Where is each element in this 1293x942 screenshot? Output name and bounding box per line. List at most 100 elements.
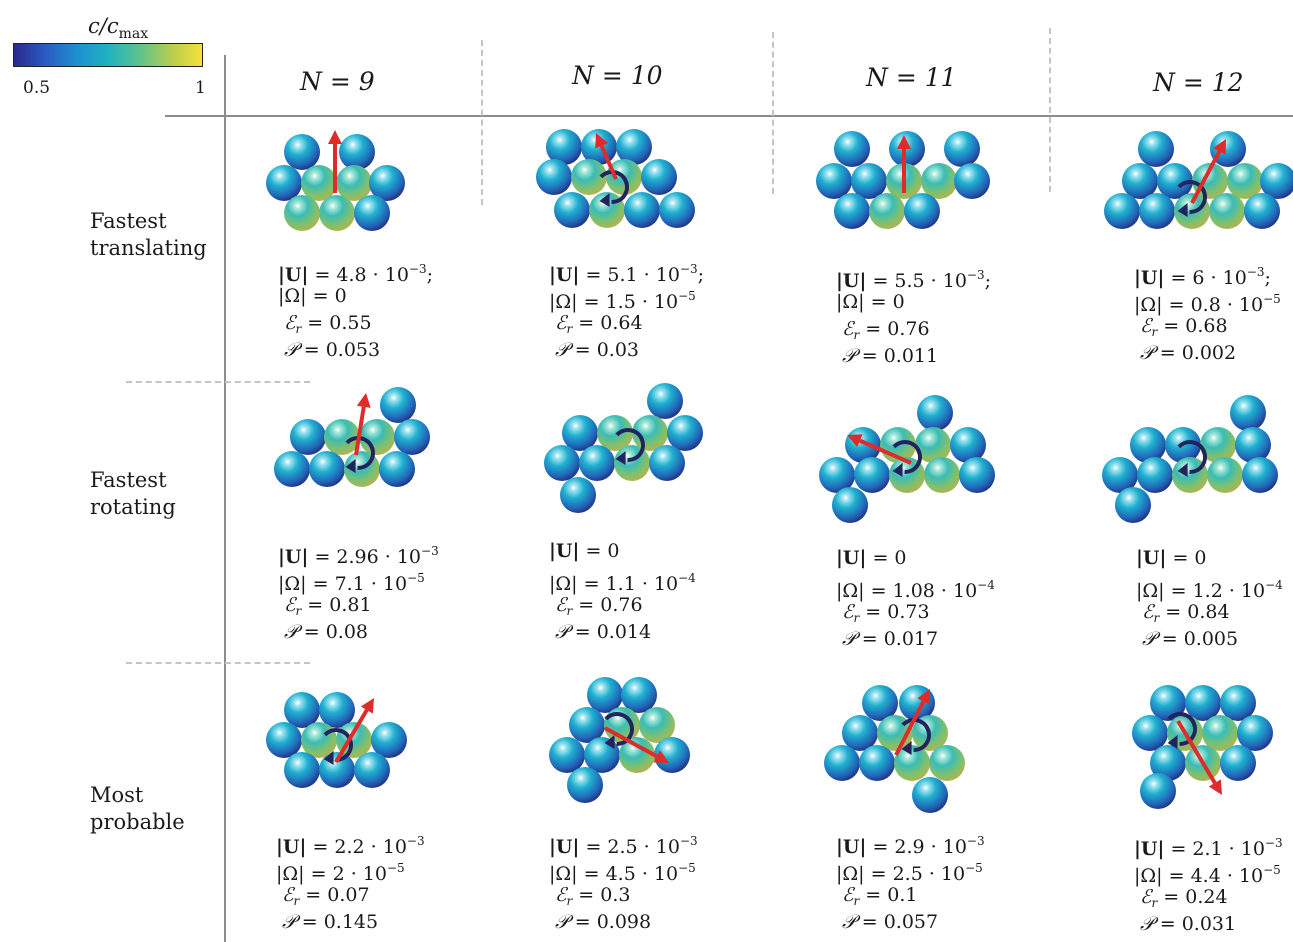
column-header-n9: N = 9: [300, 67, 375, 96]
particle-sphere: [1185, 685, 1221, 721]
particle-sphere: [954, 163, 990, 199]
efficiency-symbol: ℰ: [555, 594, 567, 616]
column-divider-3: [1049, 28, 1051, 192]
translation-arrow-icon: [334, 698, 374, 764]
velocity-symbol: |U|: [1136, 547, 1167, 569]
stats-block: |U| = 2.5 · 10−3 |Ω| = 4.5 · 10−5 ℰr = 0.3…: [549, 828, 698, 936]
particle-sphere: [371, 722, 407, 758]
rotation-arrow-icon: [1167, 712, 1197, 749]
rotation-arrow-icon: [615, 428, 645, 465]
probability-value: 0.017: [883, 628, 939, 650]
particle-sphere: [1115, 487, 1151, 523]
efficiency-subscript: r: [566, 604, 573, 618]
particle-sphere: [266, 165, 302, 201]
column-header-n10: N = 10: [572, 61, 663, 90]
probability-line: 𝒫 = 0.057: [842, 911, 939, 933]
particle-sphere: [544, 445, 580, 481]
efficiency-subscript: r: [853, 328, 860, 342]
velocity-value: 0: [894, 547, 907, 569]
velocity-line: |U| = 2.96 · 10−3: [278, 544, 439, 568]
efficiency-symbol: ℰ: [284, 594, 296, 616]
particle-sphere: [621, 677, 657, 713]
stats-block: |U| = 2.96 · 10−3 |Ω| = 7.1 · 10−5 ℰr = 0.…: [278, 538, 439, 646]
probability-symbol: 𝒫: [842, 911, 856, 933]
velocity-symbol: |U|: [1134, 838, 1165, 860]
probability-line: 𝒫 = 0.053: [284, 339, 381, 361]
rotation-arrow-icon: [892, 440, 922, 477]
efficiency-line: ℰr = 0.07: [282, 884, 370, 908]
rotation-exponent: −4: [1265, 578, 1283, 592]
particle-sphere: [1220, 745, 1256, 781]
translation-arrow-icon: [847, 434, 912, 465]
efficiency-line: ℰr = 0.24: [1140, 886, 1228, 910]
rotation-exponent: −5: [678, 861, 696, 875]
velocity-value: 0: [1194, 547, 1207, 569]
velocity-line: |U| = 0: [549, 540, 620, 562]
rotation-exponent: −4: [678, 571, 696, 585]
velocity-exponent: −3: [406, 834, 425, 848]
velocity-exponent: −3: [1246, 265, 1265, 279]
probability-symbol: 𝒫: [555, 911, 569, 933]
translation-arrow-icon: [894, 689, 930, 756]
efficiency-value: 0.64: [600, 312, 643, 334]
particle-sphere: [1140, 773, 1176, 809]
particle-sphere: [834, 131, 870, 167]
particle-sphere: [824, 745, 860, 781]
particle-sphere: [624, 192, 660, 228]
velocity-suffix: ;: [697, 264, 705, 286]
rotation-line: |Ω| = 2 · 10−5: [276, 861, 405, 885]
velocity-exponent: −3: [966, 834, 985, 848]
probability-value: 0.005: [1183, 628, 1239, 650]
particle-sphere: [816, 163, 852, 199]
horizontal-header-line: [165, 115, 1293, 117]
efficiency-line: ℰr = 0.68: [1140, 315, 1228, 339]
sphere-cluster: [1102, 395, 1278, 523]
velocity-symbol: |U|: [549, 836, 580, 858]
velocity-symbol: |U|: [836, 547, 867, 569]
efficiency-line: ℰr = 0.76: [842, 318, 930, 342]
efficiency-symbol: ℰ: [555, 312, 567, 334]
efficiency-symbol: ℰ: [842, 318, 854, 340]
row-divider-1: [126, 381, 310, 383]
row-label-line: translating: [90, 236, 207, 260]
particle-sphere: [1150, 745, 1186, 781]
particle-sphere: [1102, 457, 1138, 493]
efficiency-value: 0.24: [1185, 886, 1228, 908]
efficiency-subscript: r: [1153, 611, 1160, 625]
sphere-cluster: [816, 131, 990, 229]
stats-block: |U| = 2.2 · 10−3 |Ω| = 2 · 10−5 ℰr = 0.07 𝒫…: [276, 828, 425, 936]
rotation-value: 7.1: [334, 573, 365, 595]
particle-sphere: [832, 487, 868, 523]
probability-value: 0.002: [1181, 342, 1237, 364]
probability-line: 𝒫 = 0.014: [555, 621, 652, 643]
rotation-exponent: −5: [407, 571, 425, 585]
efficiency-value: 0.07: [327, 884, 370, 906]
velocity-suffix: ;: [426, 264, 434, 286]
efficiency-value: 0.76: [600, 594, 643, 616]
rotation-symbol: |Ω|: [549, 863, 578, 885]
efficiency-line: ℰr = 0.1: [842, 884, 918, 908]
sphere-cluster: [266, 692, 407, 788]
column-divider-2: [772, 32, 774, 194]
rotation-arrow-icon: [599, 170, 629, 207]
velocity-value: 0: [607, 540, 620, 562]
particle-sphere: [915, 427, 951, 463]
rotation-symbol: |Ω|: [549, 573, 578, 595]
rotation-symbol: |Ω|: [836, 580, 865, 602]
particle-sphere: [284, 195, 320, 231]
particle-sphere: [894, 745, 930, 781]
particle-sphere: [309, 451, 345, 487]
particle-sphere: [562, 415, 598, 451]
efficiency-value: 0.55: [329, 312, 372, 334]
velocity-suffix: ;: [984, 270, 992, 292]
probability-symbol: 𝒫: [1140, 342, 1154, 364]
particle-sphere: [929, 745, 965, 781]
rotation-value: 1.5: [605, 291, 636, 313]
rotation-value: 1.2: [1192, 580, 1223, 602]
particle-sphere: [654, 737, 690, 773]
translation-arrow-icon: [1190, 139, 1226, 204]
particle-sphere: [369, 165, 405, 201]
particle-sphere: [569, 707, 605, 743]
probability-value: 0.031: [1181, 913, 1237, 935]
particle-sphere: [571, 159, 607, 195]
